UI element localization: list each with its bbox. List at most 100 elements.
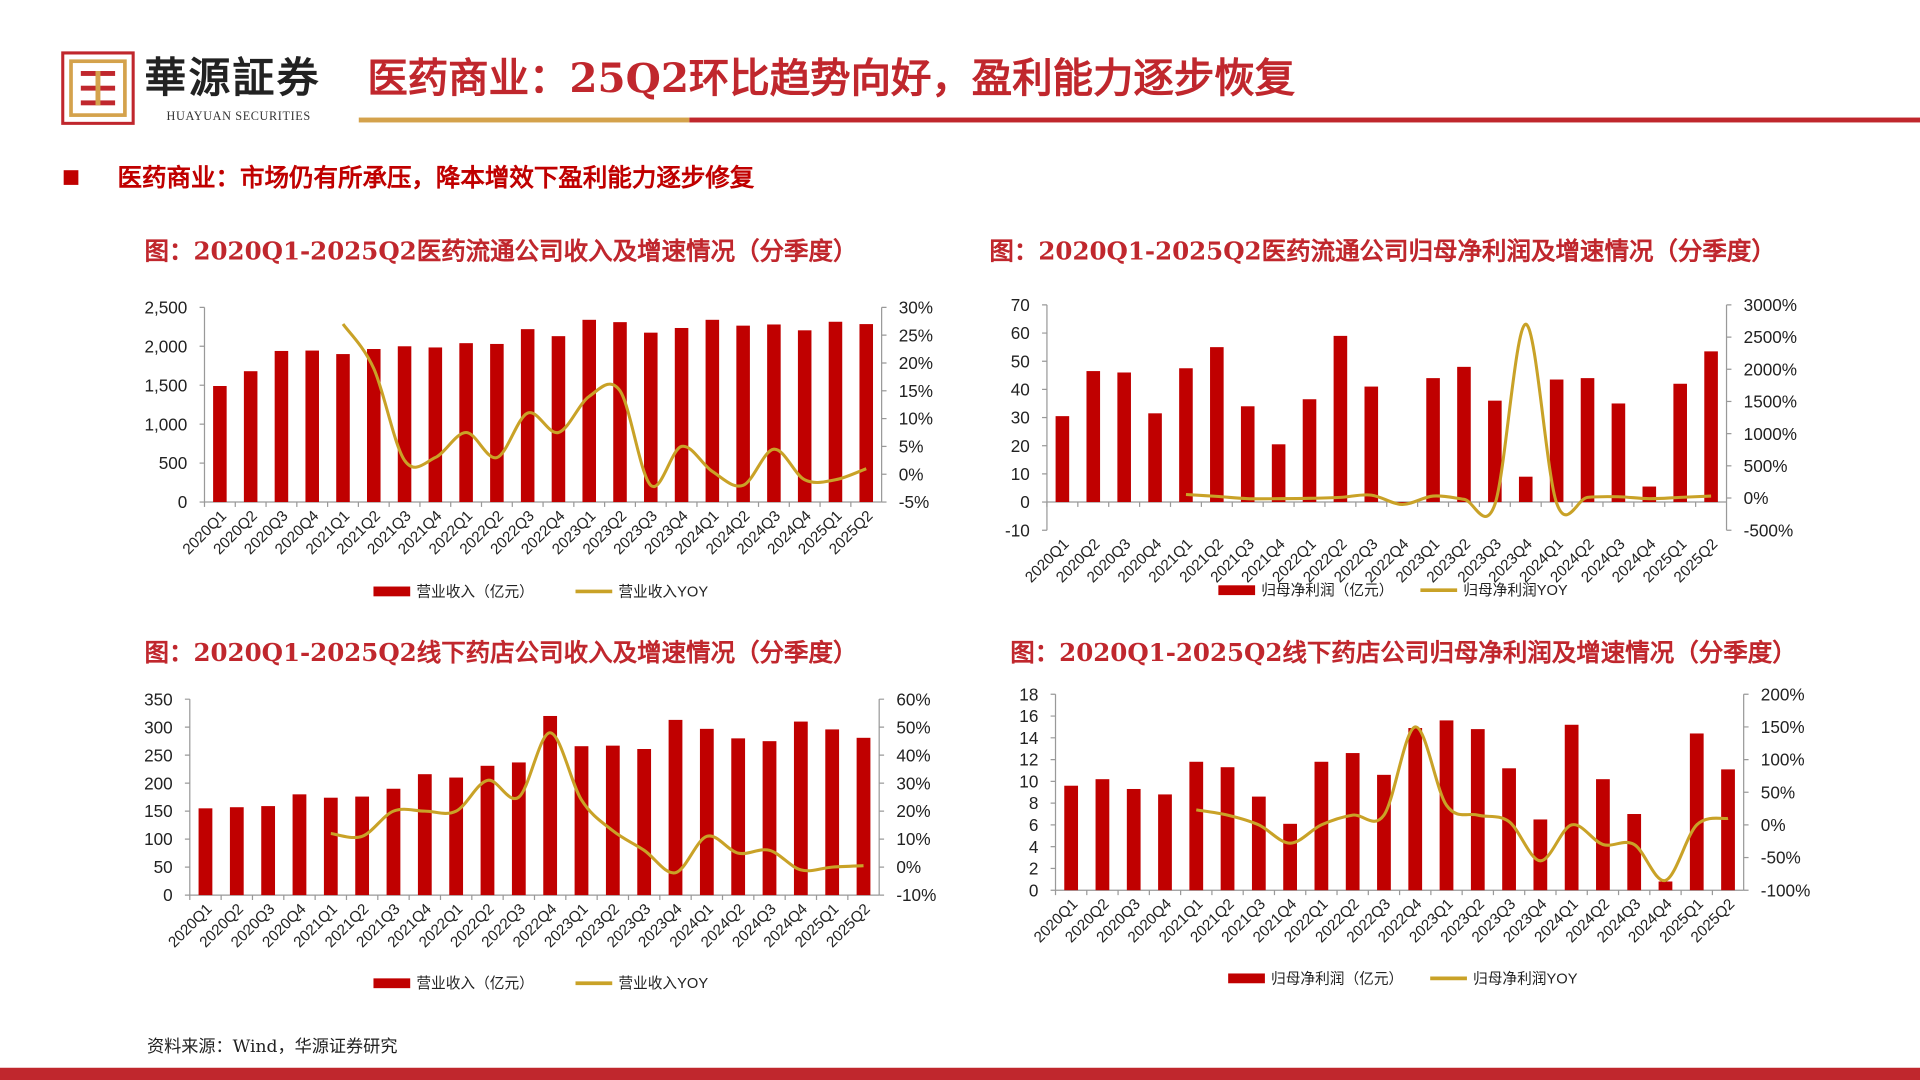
- bar: [1086, 371, 1101, 503]
- bar: [1148, 413, 1162, 503]
- chart-distribution-revenue: 0 500 1,000 1,500 2,000 2,500 -5% 0% 5% 10% 15% 20%…: [144, 297, 933, 600]
- legend-line-label: 归母净利润YOY: [1473, 970, 1578, 987]
- y2-tick-label: 2000%: [1744, 359, 1797, 379]
- y-tick-label: 50: [154, 857, 173, 877]
- y2-tick-label: 1000%: [1744, 424, 1797, 444]
- y-tick-label: 2,000: [144, 336, 187, 356]
- bar: [323, 797, 338, 896]
- bar: [355, 796, 370, 896]
- bar: [480, 765, 495, 896]
- bar: [543, 715, 558, 896]
- bar: [644, 332, 658, 503]
- y2-tick-label: 500%: [1744, 456, 1788, 476]
- legend-bar-label: 归母净利润（亿元）: [1271, 970, 1403, 987]
- legend-bar-label: 归母净利润（亿元）: [1261, 582, 1393, 599]
- bar: [1220, 767, 1235, 891]
- y2-tick-label: 100%: [1761, 750, 1805, 770]
- y2-tick-label: 25%: [899, 325, 933, 345]
- y2-tick-label: 0%: [1761, 815, 1786, 835]
- y-tick-label: 250: [144, 745, 173, 765]
- bar: [762, 741, 777, 896]
- y-tick-label: 150: [144, 801, 173, 821]
- y-tick-label: 8: [1029, 793, 1039, 813]
- bar: [1689, 733, 1704, 891]
- legend-bar-swatch: [1218, 585, 1256, 596]
- section-subtitle: 医药商业：市场仍有所承压，降本增效下盈利能力逐步修复: [117, 162, 755, 193]
- y2-tick-label: -10%: [896, 885, 936, 905]
- legend-bar-swatch: [373, 978, 411, 989]
- y-tick-label: 350: [144, 689, 173, 709]
- bar: [699, 728, 714, 896]
- logo-text: 華源証券: [144, 53, 321, 103]
- y2-tick-label: 30%: [899, 297, 933, 317]
- bar: [582, 319, 597, 503]
- title-underline-gold: [358, 117, 690, 123]
- y-tick-label: 10: [1011, 464, 1030, 484]
- bar: [1395, 502, 1409, 504]
- bar: [1095, 779, 1110, 891]
- y2-tick-label: 150%: [1761, 717, 1805, 737]
- y-tick-label: 200: [144, 773, 173, 793]
- y2-tick-label: -5%: [899, 492, 929, 512]
- bar: [551, 336, 566, 503]
- bar: [520, 329, 535, 503]
- y-tick-label: 20: [1011, 436, 1030, 456]
- bar: [705, 319, 720, 503]
- y-tick-label: 60: [1011, 323, 1030, 343]
- bar: [793, 721, 808, 896]
- y2-tick-label: 2500%: [1744, 327, 1797, 347]
- y-tick-label: -10: [1005, 520, 1030, 540]
- y-tick-label: 300: [144, 717, 173, 737]
- bar: [292, 794, 307, 896]
- huayuan-logo-icon: [61, 51, 135, 125]
- bullet-square-icon: [63, 170, 79, 185]
- bar: [825, 729, 840, 896]
- legend-bar-swatch: [373, 586, 411, 597]
- bar: [674, 327, 689, 503]
- bar: [198, 808, 213, 896]
- bar: [261, 806, 276, 896]
- y-tick-label: 50: [1011, 351, 1030, 371]
- bar: [1189, 761, 1204, 891]
- yoy-line: [330, 731, 864, 875]
- legend-line-label: 营业收入YOY: [618, 583, 708, 600]
- bar: [828, 321, 843, 503]
- y2-tick-label: 10%: [896, 829, 930, 849]
- bar: [1488, 400, 1502, 503]
- y2-tick-label: 50%: [1761, 782, 1795, 802]
- legend-line-label: 归母净利润YOY: [1463, 582, 1568, 599]
- y-tick-label: 1,500: [144, 375, 187, 395]
- bar: [1179, 368, 1193, 503]
- bar: [1470, 729, 1485, 891]
- legend-line-label: 营业收入YOY: [618, 975, 708, 992]
- bar: [1064, 785, 1079, 891]
- bar: [213, 386, 227, 503]
- bar: [1533, 819, 1548, 891]
- legend-bar-label: 营业收入（亿元）: [416, 583, 534, 600]
- y-tick-label: 40: [1011, 380, 1030, 400]
- bar: [668, 719, 683, 896]
- bar: [1426, 378, 1440, 503]
- bar: [243, 371, 258, 503]
- bar: [1549, 379, 1564, 503]
- bar: [274, 350, 289, 503]
- bar: [574, 746, 589, 896]
- bar: [417, 774, 432, 896]
- y-tick-label: 6: [1029, 815, 1039, 835]
- y2-tick-label: 15%: [899, 381, 933, 401]
- y2-tick-label: -50%: [1761, 848, 1801, 868]
- bar: [397, 346, 412, 503]
- logo-subtext: HUAYUAN SECURITIES: [166, 110, 311, 124]
- y-tick-label: 18: [1019, 684, 1038, 704]
- y-tick-label: 1,000: [144, 414, 187, 434]
- bottom-bar: [0, 1067, 1920, 1080]
- bar: [856, 737, 871, 896]
- yoy-line: [341, 323, 867, 489]
- bar: [1283, 823, 1297, 891]
- y-tick-label: 12: [1019, 750, 1038, 770]
- y2-tick-label: 3000%: [1744, 295, 1797, 315]
- bar: [386, 788, 401, 896]
- y2-tick-label: 20%: [899, 353, 933, 373]
- bar: [1580, 378, 1595, 503]
